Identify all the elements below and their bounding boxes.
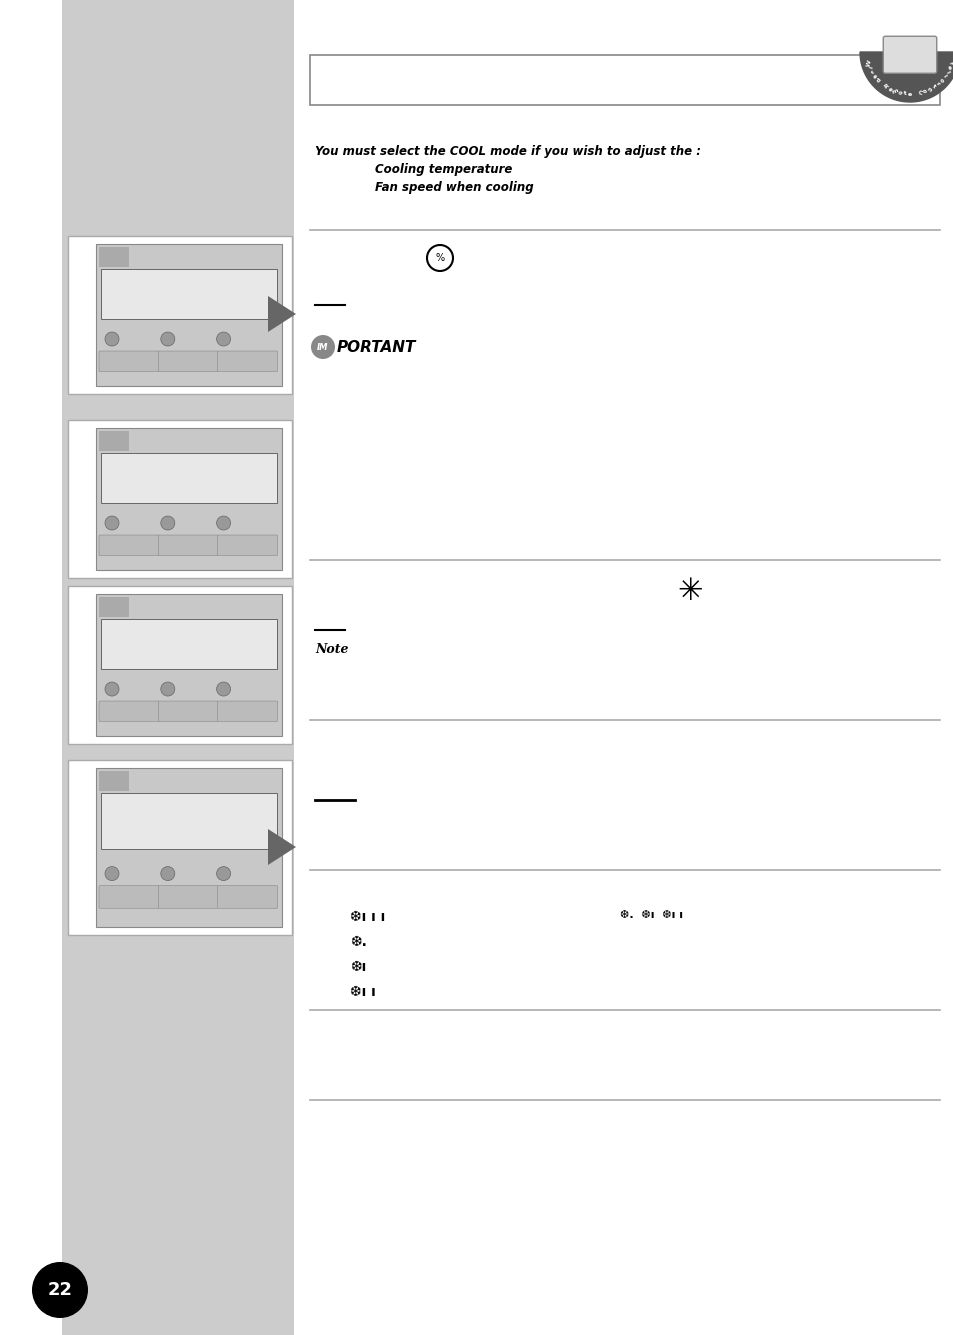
Circle shape <box>105 866 119 881</box>
Circle shape <box>105 682 119 696</box>
Bar <box>96 768 282 926</box>
Circle shape <box>216 682 231 696</box>
Text: r: r <box>946 60 952 65</box>
Text: l: l <box>941 73 946 79</box>
Text: m: m <box>890 88 899 95</box>
Bar <box>99 597 129 617</box>
Circle shape <box>32 1262 88 1318</box>
Polygon shape <box>859 52 953 101</box>
Circle shape <box>216 866 231 881</box>
Text: ❆.: ❆. <box>350 934 367 949</box>
FancyBboxPatch shape <box>99 701 159 721</box>
Circle shape <box>161 682 174 696</box>
Circle shape <box>216 517 231 530</box>
Text: ❆ı ı: ❆ı ı <box>350 985 375 999</box>
FancyBboxPatch shape <box>217 701 277 721</box>
Circle shape <box>105 517 119 530</box>
Text: e: e <box>907 92 911 96</box>
Bar <box>101 268 276 319</box>
Bar <box>62 0 294 1335</box>
Bar <box>68 236 292 394</box>
Text: ❆.  ❆ı  ❆ı ı: ❆. ❆ı ❆ı ı <box>619 910 682 920</box>
FancyBboxPatch shape <box>158 351 218 371</box>
Bar <box>99 247 129 267</box>
FancyBboxPatch shape <box>99 535 159 555</box>
Text: ✳: ✳ <box>677 578 702 606</box>
Text: ❆ı ı ı: ❆ı ı ı <box>350 910 385 924</box>
Bar <box>96 429 282 570</box>
Bar <box>310 55 939 105</box>
Bar <box>101 453 276 503</box>
Text: W: W <box>865 59 872 67</box>
Text: n: n <box>925 85 931 92</box>
Text: %: % <box>435 254 444 263</box>
Text: You must select the COOL mode if you wish to adjust the :: You must select the COOL mode if you wis… <box>314 146 700 158</box>
Text: o: o <box>897 89 902 96</box>
Circle shape <box>311 335 335 359</box>
Bar <box>101 793 276 849</box>
Text: IM: IM <box>317 343 329 351</box>
Bar <box>99 431 129 451</box>
Circle shape <box>161 332 174 346</box>
Bar <box>96 244 282 386</box>
Circle shape <box>105 332 119 346</box>
Text: t: t <box>902 91 906 96</box>
Bar <box>96 594 282 736</box>
Polygon shape <box>268 829 295 865</box>
FancyBboxPatch shape <box>217 535 277 555</box>
Text: ❆ı: ❆ı <box>350 960 366 975</box>
Polygon shape <box>268 296 295 332</box>
Text: o: o <box>921 88 926 95</box>
Bar <box>68 586 292 744</box>
Circle shape <box>216 332 231 346</box>
FancyBboxPatch shape <box>217 885 277 908</box>
FancyBboxPatch shape <box>217 351 277 371</box>
Text: l: l <box>943 69 948 75</box>
FancyBboxPatch shape <box>99 885 159 908</box>
Text: Fan speed when cooling: Fan speed when cooling <box>375 182 533 194</box>
Text: d: d <box>875 77 882 84</box>
Text: t: t <box>930 84 935 89</box>
Text: r: r <box>934 81 940 87</box>
Text: Note: Note <box>314 643 348 655</box>
Bar <box>101 619 276 669</box>
Text: e: e <box>944 64 951 71</box>
Text: r: r <box>869 69 875 75</box>
Text: R: R <box>882 83 889 91</box>
Text: o: o <box>937 77 943 84</box>
Text: PORTANT: PORTANT <box>336 339 416 355</box>
FancyBboxPatch shape <box>99 351 159 371</box>
Text: e: e <box>887 87 893 92</box>
Text: C: C <box>916 89 922 96</box>
Text: e: e <box>872 73 878 80</box>
Text: 22: 22 <box>48 1282 72 1299</box>
Bar <box>68 421 292 578</box>
Text: Cooling temperature: Cooling temperature <box>375 163 512 176</box>
Text: i: i <box>867 65 873 69</box>
FancyBboxPatch shape <box>158 885 218 908</box>
Bar <box>99 772 129 792</box>
Circle shape <box>161 517 174 530</box>
FancyBboxPatch shape <box>158 535 218 555</box>
Bar <box>68 760 292 934</box>
FancyBboxPatch shape <box>158 701 218 721</box>
Circle shape <box>161 866 174 881</box>
FancyBboxPatch shape <box>882 36 936 73</box>
